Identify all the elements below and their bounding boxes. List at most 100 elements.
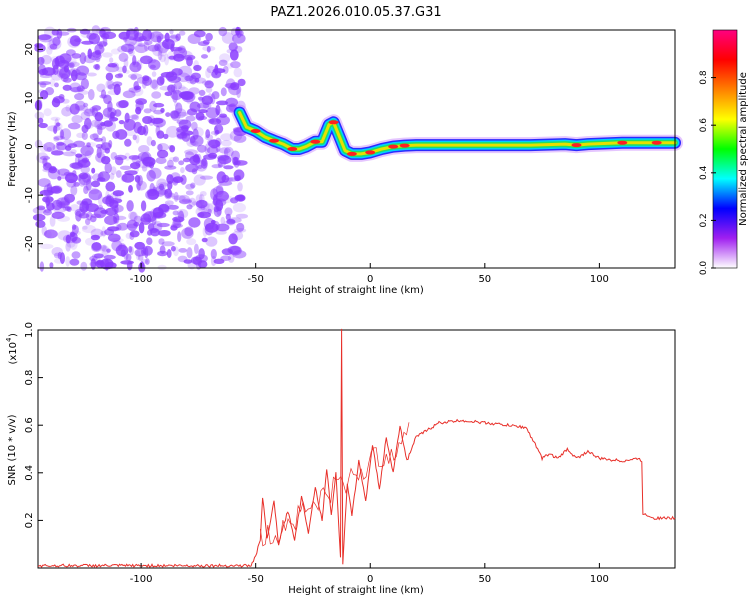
- noise-blob: [141, 151, 152, 164]
- noise-blob: [183, 259, 193, 264]
- y-tick-label: 10: [24, 92, 35, 105]
- x-tick-label: 0: [367, 274, 373, 285]
- noise-blob: [67, 143, 78, 149]
- x-tick-label: 100: [590, 274, 609, 285]
- noise-blob: [161, 241, 175, 247]
- noise-blob: [192, 128, 199, 140]
- noise-blob: [201, 237, 208, 243]
- noise-blob: [205, 32, 213, 42]
- y-tick-label: 0.6: [24, 417, 35, 433]
- noise-blob: [59, 202, 66, 208]
- noise-blob: [128, 185, 133, 193]
- noise-blob: [175, 102, 183, 114]
- noise-blob: [211, 70, 221, 78]
- noise-blob: [55, 122, 61, 127]
- x-tick-label: -100: [130, 574, 153, 585]
- noise-blob: [105, 181, 116, 192]
- noise-blob: [215, 104, 221, 116]
- noise-blob: [122, 90, 136, 99]
- noise-blob: [91, 180, 101, 188]
- noise-blob: [159, 54, 166, 63]
- noise-blob: [205, 222, 219, 233]
- noise-blob: [34, 43, 44, 48]
- noise-blob: [202, 226, 208, 238]
- noise-blob: [115, 244, 129, 257]
- noise-blob: [109, 199, 119, 209]
- noise-blob: [134, 44, 148, 54]
- noise-blob: [109, 117, 119, 122]
- noise-blob: [202, 45, 216, 52]
- noise-blob: [117, 72, 124, 77]
- ridge-peak: [365, 150, 376, 155]
- noise-blob: [202, 39, 210, 45]
- noise-blob: [78, 154, 88, 166]
- noise-blob: [110, 237, 124, 243]
- noise-blob: [50, 116, 61, 121]
- noise-blob: [101, 156, 111, 165]
- noise-blob: [96, 146, 102, 159]
- noise-blob: [118, 120, 125, 125]
- noise-blob: [73, 182, 80, 187]
- noise-blob: [122, 65, 127, 74]
- noise-blob: [80, 111, 91, 121]
- noise-blob: [37, 117, 44, 124]
- noise-blob: [79, 52, 87, 65]
- noise-blob: [142, 75, 150, 82]
- noise-blob: [85, 178, 92, 191]
- noise-blob: [83, 185, 89, 195]
- noise-blob: [69, 239, 78, 250]
- noise-blob: [223, 165, 234, 170]
- noise-blob: [100, 209, 109, 214]
- spectrogram-noise-region: [32, 25, 248, 273]
- noise-blob: [220, 87, 227, 97]
- noise-blob: [71, 115, 83, 124]
- noise-blob: [178, 248, 188, 253]
- noise-blob: [48, 166, 58, 174]
- noise-blob: [65, 256, 71, 267]
- noise-blob: [146, 237, 153, 245]
- noise-blob: [234, 228, 247, 233]
- noise-blob: [101, 136, 107, 144]
- noise-blob: [58, 59, 70, 69]
- noise-blob: [43, 142, 56, 152]
- spectrogram-frame: [37, 29, 676, 269]
- noise-blob: [118, 31, 130, 40]
- noise-blob: [227, 254, 235, 263]
- noise-blob: [46, 147, 52, 152]
- noise-blob: [83, 102, 89, 108]
- noise-blob: [82, 225, 88, 230]
- noise-blob: [225, 213, 231, 221]
- noise-blob: [100, 122, 106, 127]
- noise-blob: [38, 122, 48, 129]
- noise-blob: [129, 230, 140, 238]
- noise-blob: [105, 207, 117, 216]
- noise-blob: [59, 129, 64, 140]
- noise-blob: [118, 100, 129, 108]
- noise-blob: [233, 67, 243, 78]
- noise-blob: [223, 159, 229, 164]
- figure-title: PAZ1.2026.010.05.37.G31: [270, 5, 441, 20]
- noise-blob: [189, 155, 201, 166]
- y-tick-label: 20: [24, 43, 35, 56]
- noise-blob: [151, 215, 157, 226]
- snr-line: [37, 328, 676, 568]
- noise-blob: [165, 112, 171, 117]
- noise-blob: [172, 216, 185, 223]
- noise-blob: [204, 80, 214, 89]
- noise-blob: [132, 37, 146, 42]
- noise-blob: [115, 170, 122, 178]
- noise-blob: [49, 78, 56, 87]
- x-tick-label: -100: [130, 274, 153, 285]
- noise-blob: [130, 74, 137, 81]
- noise-blob: [173, 81, 183, 90]
- ridge-peak: [250, 129, 261, 133]
- noise-blob: [185, 183, 195, 190]
- noise-blob: [91, 242, 102, 252]
- noise-blob: [38, 89, 45, 94]
- snr-y-axis: 0.2 0.4 0.6 0.8 1.0: [24, 322, 43, 528]
- noise-blob: [173, 191, 179, 202]
- noise-blob: [114, 215, 127, 221]
- noise-blob: [178, 194, 190, 205]
- noise-blob: [223, 146, 234, 157]
